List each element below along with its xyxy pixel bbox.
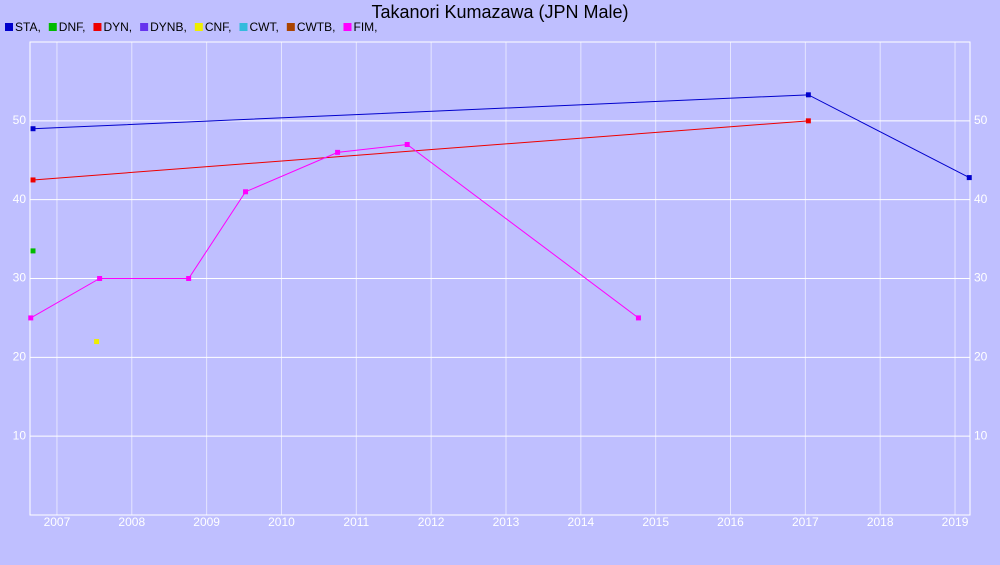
legend-swatch	[194, 23, 203, 31]
y-tick-label: 50	[13, 113, 27, 127]
y2-tick-label: 50	[974, 113, 988, 127]
data-point	[805, 118, 811, 124]
legend-swatch	[239, 23, 248, 31]
data-point	[635, 315, 641, 321]
data-point	[243, 189, 249, 195]
y-tick-label: 10	[13, 428, 27, 442]
legend-label: STA,	[15, 20, 41, 34]
y-tick-label: 40	[13, 192, 27, 206]
legend-label: DYNB,	[150, 20, 187, 34]
series-line	[32, 94, 970, 179]
x-tick-label: 2015	[642, 515, 669, 529]
x-tick-label: 2013	[493, 515, 520, 529]
chart-title: Takanori Kumazawa (JPN Male)	[371, 2, 628, 22]
series-line	[32, 120, 809, 181]
x-tick-label: 2007	[44, 515, 71, 529]
x-tick-label: 2010	[268, 515, 295, 529]
x-tick-label: 2014	[567, 515, 594, 529]
data-point	[30, 126, 36, 132]
data-point	[966, 175, 972, 181]
legend-label: CWTB,	[297, 20, 336, 34]
y2-tick-label: 40	[974, 192, 988, 206]
y2-tick-label: 20	[974, 350, 988, 364]
y2-tick-label: 10	[974, 428, 988, 442]
x-tick-label: 2008	[118, 515, 145, 529]
data-point	[94, 339, 100, 345]
data-point	[30, 248, 36, 254]
legend-swatch	[140, 23, 149, 31]
legend-swatch	[5, 23, 13, 31]
legend-label: DNF,	[59, 20, 86, 34]
x-tick-label: 2011	[343, 515, 369, 529]
legend-swatch	[48, 23, 57, 31]
x-tick-label: 2016	[717, 515, 744, 529]
x-tick-label: 2018	[867, 515, 894, 529]
legend-label: CWT,	[249, 20, 278, 34]
series-line	[30, 143, 639, 319]
data-point	[28, 315, 34, 321]
y-tick-label: 30	[13, 271, 27, 285]
data-point	[97, 276, 103, 281]
legend-label: DYN,	[103, 20, 132, 34]
legend-swatch	[286, 23, 295, 31]
data-point	[335, 149, 341, 155]
legend-label: FIM,	[353, 20, 377, 34]
x-tick-label: 2019	[942, 515, 969, 529]
x-tick-label: 2017	[792, 515, 819, 529]
legend-swatch	[93, 23, 102, 31]
data-point	[186, 276, 192, 281]
x-tick-label: 2009	[193, 515, 220, 529]
data-point	[805, 92, 811, 98]
legend-label: CNF,	[205, 20, 232, 34]
data-point	[404, 141, 410, 147]
data-point	[30, 177, 36, 183]
y-tick-label: 20	[13, 350, 27, 364]
y2-tick-label: 30	[974, 271, 988, 285]
legend-swatch	[343, 23, 352, 31]
x-tick-label: 2012	[418, 515, 445, 529]
